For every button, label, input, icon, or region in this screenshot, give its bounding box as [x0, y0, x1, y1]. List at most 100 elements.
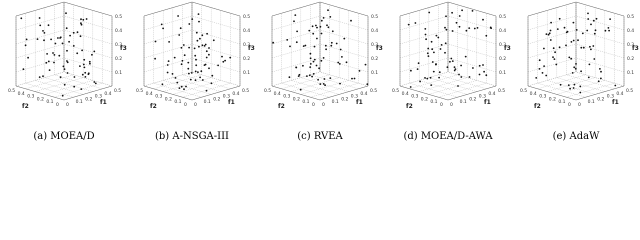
- point: [87, 73, 90, 76]
- point: [171, 73, 174, 75]
- grid-line: [15, 71, 65, 87]
- f1-label: f1: [228, 99, 235, 106]
- point: [63, 83, 66, 86]
- point: [38, 76, 41, 78]
- f1-tick: 0.3: [223, 94, 230, 100]
- point: [306, 75, 308, 77]
- point: [464, 55, 467, 58]
- point: [22, 68, 25, 71]
- panel: 0.50.40.30.20.100.10.20.30.40.50.50.40.3…: [136, 1, 255, 142]
- point: [198, 45, 200, 48]
- f3-tick: 0.4: [499, 28, 506, 34]
- f3-tick: 0.3: [243, 42, 250, 48]
- point: [586, 29, 589, 32]
- point: [24, 44, 27, 47]
- point: [597, 80, 600, 83]
- point: [59, 37, 61, 39]
- f2-tick: 0.3: [27, 94, 34, 100]
- point: [61, 94, 64, 97]
- point: [454, 68, 457, 70]
- point: [604, 29, 607, 32]
- grid-line: [271, 29, 321, 45]
- f1-tick: 0: [194, 102, 197, 108]
- point: [162, 27, 165, 30]
- point: [458, 73, 460, 76]
- point: [183, 88, 185, 91]
- f2-tick: 0.3: [155, 94, 162, 100]
- point: [183, 54, 186, 57]
- f3-tick: 0.2: [371, 56, 378, 62]
- point: [319, 25, 322, 28]
- point: [579, 85, 582, 88]
- point: [444, 42, 447, 45]
- f3-tick: 0.5: [115, 14, 122, 20]
- point: [608, 29, 610, 32]
- point: [180, 85, 183, 88]
- point: [478, 64, 481, 67]
- f1-tick: 0.3: [351, 94, 358, 100]
- point: [457, 85, 459, 87]
- point: [206, 32, 209, 35]
- axis-edge: [63, 85, 113, 101]
- grid-line: [399, 43, 449, 59]
- point: [166, 64, 169, 66]
- grid-line: [575, 29, 625, 45]
- point: [187, 67, 190, 70]
- f3-label: f3: [632, 45, 639, 52]
- axis-edge: [399, 85, 449, 101]
- f1-tick: 0.5: [114, 88, 121, 94]
- f1-tick: 0.2: [469, 96, 476, 102]
- grid-line: [566, 74, 615, 89]
- f1-tick: 0.5: [242, 88, 249, 94]
- point: [324, 44, 327, 47]
- grid-line: [63, 57, 113, 73]
- f1-tick: 0.2: [85, 96, 92, 102]
- point: [173, 56, 176, 59]
- point: [63, 68, 66, 70]
- f2-tick: 0.5: [520, 88, 527, 94]
- point: [428, 11, 431, 14]
- grid-line: [527, 15, 577, 31]
- point: [607, 27, 610, 29]
- f3-tick: 0.3: [627, 42, 634, 48]
- point: [36, 38, 39, 40]
- f1-tick: 0.2: [597, 96, 604, 102]
- point: [565, 44, 567, 47]
- point: [335, 42, 338, 45]
- point: [42, 75, 44, 78]
- axis-edge: [143, 1, 193, 17]
- point: [83, 66, 86, 69]
- grid-line: [438, 83, 487, 98]
- point: [79, 35, 82, 38]
- point: [573, 83, 576, 86]
- grid-line: [143, 15, 193, 31]
- grid-line: [399, 57, 449, 73]
- point: [567, 84, 570, 87]
- point: [190, 72, 193, 74]
- point: [430, 40, 433, 43]
- f1-tick: 0: [322, 102, 325, 108]
- point: [451, 11, 453, 14]
- f2-tick: 0.3: [283, 94, 290, 100]
- point: [197, 13, 200, 16]
- point: [180, 46, 183, 49]
- point: [563, 26, 566, 29]
- grid-line: [44, 80, 93, 95]
- point: [450, 57, 453, 60]
- point: [455, 21, 458, 24]
- axis-edge: [447, 85, 497, 101]
- point: [38, 17, 41, 19]
- point: [426, 77, 429, 80]
- point: [66, 60, 68, 62]
- point: [194, 54, 197, 57]
- point: [83, 58, 86, 61]
- point: [194, 70, 197, 73]
- point: [208, 67, 210, 70]
- point: [409, 86, 412, 88]
- caption: (a) MOEA/D: [33, 131, 94, 142]
- f1-tick: 0.1: [76, 99, 83, 105]
- point: [465, 29, 468, 32]
- grid-line: [319, 29, 369, 45]
- point: [572, 21, 575, 24]
- grid-line: [54, 74, 103, 89]
